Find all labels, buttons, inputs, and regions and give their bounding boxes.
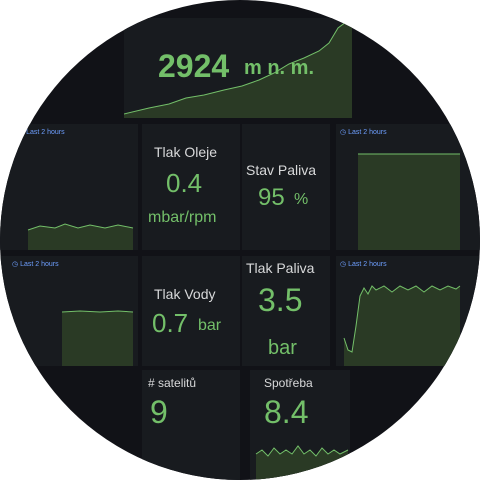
oil-pressure-panel[interactable]: Tlak Oleje 0.4 mbar/rpm: [142, 124, 240, 250]
left-sparkline-2: [61, 310, 134, 366]
time-range-picker[interactable]: ◷ Last 2 hours: [12, 260, 59, 268]
altitude-unit: m n. m.: [244, 57, 315, 79]
left-sparkline-1: [27, 223, 134, 250]
oil-pressure-unit: mbar/rpm: [148, 209, 217, 226]
fuel-pressure-title: Tlak Paliva: [246, 260, 315, 276]
fuel-level-unit: %: [294, 191, 309, 208]
time-range-label: Last 2 hours: [26, 129, 65, 136]
fuel-level-panel[interactable]: Stav Paliva 95 %: [242, 124, 330, 250]
fuel-pressure-panel[interactable]: Tlak Paliva 3.5 bar: [242, 256, 330, 366]
left-chart-panel-2[interactable]: ◷ Last 2 hours: [0, 256, 138, 366]
fuel-level-value: 95: [258, 184, 285, 211]
consumption-sparkline: [255, 445, 349, 480]
fuel-pressure-value: 3.5: [258, 282, 303, 318]
consumption-title: Spotřeba: [264, 376, 313, 390]
right-sparkline-1: [358, 153, 460, 250]
clock-icon: ◷: [12, 261, 19, 268]
altitude-sparkline: [124, 21, 352, 118]
consumption-value: 8.4: [264, 394, 309, 430]
altitude-value: 2924: [158, 48, 230, 84]
clock-icon: ◷: [340, 129, 347, 136]
clock-icon: ◷: [18, 129, 25, 136]
water-pressure-panel[interactable]: Tlak Vody 0.7 bar: [142, 256, 240, 366]
fuel-pressure-unit: bar: [268, 337, 297, 359]
altitude-panel[interactable]: 2924 m n. m.: [124, 18, 352, 118]
time-range-picker[interactable]: ◷ Last 2 hours: [340, 128, 387, 136]
time-range-label: Last 2 hours: [348, 129, 387, 136]
satellites-panel[interactable]: # satelitů 9: [142, 370, 240, 480]
satellites-value: 9: [150, 394, 168, 430]
water-pressure-title: Tlak Vody: [154, 286, 216, 302]
water-pressure-value: 0.7: [152, 308, 189, 338]
time-range-label: Last 2 hours: [20, 261, 59, 268]
right-sparkline-2: [343, 285, 461, 366]
clock-icon: ◷: [340, 261, 347, 268]
right-chart-panel-2[interactable]: ◷ Last 2 hours: [336, 256, 480, 366]
time-range-picker[interactable]: ◷ Last 2 hours: [340, 260, 387, 268]
right-chart-panel-1[interactable]: ◷ Last 2 hours: [336, 124, 480, 250]
time-range-label: Last 2 hours: [348, 261, 387, 268]
fuel-level-title: Stav Paliva: [246, 162, 317, 178]
left-chart-panel-1[interactable]: ◷ Last 2 hours: [0, 124, 138, 250]
time-range-picker[interactable]: ◷ Last 2 hours: [18, 128, 65, 136]
water-pressure-unit: bar: [198, 317, 222, 334]
consumption-panel[interactable]: Spotřeba 8.4: [250, 370, 350, 480]
oil-pressure-value: 0.4: [166, 168, 203, 198]
oil-pressure-title: Tlak Oleje: [154, 144, 218, 160]
satellites-title: # satelitů: [148, 376, 197, 390]
